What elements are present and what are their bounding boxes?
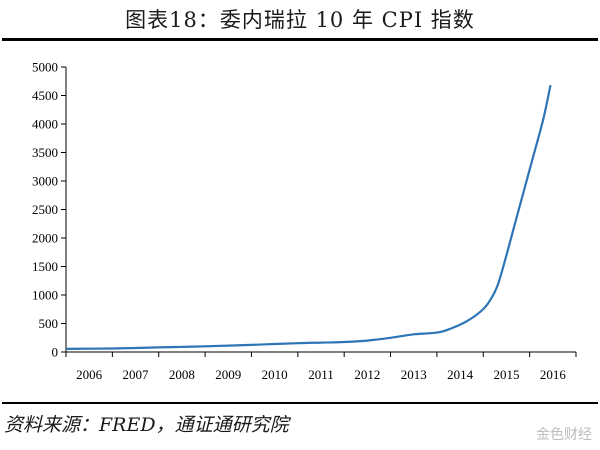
y-tick-label: 3500 — [32, 145, 58, 160]
y-tick-label: 0 — [52, 345, 59, 360]
x-tick-label: 2007 — [123, 367, 150, 382]
x-tick-label: 2013 — [401, 367, 427, 382]
x-tick-label: 2016 — [540, 367, 567, 382]
watermark: 金色财经 — [536, 427, 592, 443]
x-tick-label: 2008 — [169, 367, 195, 382]
y-tick-label: 2000 — [32, 231, 58, 246]
y-tick-label: 2500 — [32, 202, 58, 217]
x-tick-label: 2014 — [447, 367, 474, 382]
y-tick-label: 4500 — [32, 88, 58, 103]
x-tick-label: 2009 — [215, 367, 241, 382]
cpi-series-line — [65, 84, 552, 350]
x-tick-label: 2011 — [308, 367, 334, 382]
x-tick-label: 2015 — [493, 367, 519, 382]
y-tick-label: 5000 — [32, 60, 58, 75]
y-tick-label: 500 — [39, 316, 59, 331]
x-tick-label: 2012 — [354, 367, 380, 382]
cpi-line-chart: 0 500 1000 1500 2000 2500 3000 3500 4000 4500 5000… — [32, 60, 577, 382]
y-tick-label: 1000 — [32, 288, 58, 303]
x-tick-label: 2006 — [76, 367, 103, 382]
title-divider — [2, 38, 598, 41]
y-tick-label: 3000 — [32, 174, 58, 189]
x-tick-label: 2010 — [262, 367, 288, 382]
source-divider — [2, 402, 598, 404]
y-tick-label: 1500 — [32, 259, 58, 274]
chart-title: 图表18：委内瑞拉 10 年 CPI 指数 — [125, 8, 475, 32]
source-note: 资料来源：FRED，通证通研究院 — [4, 414, 289, 436]
y-tick-label: 4000 — [32, 117, 58, 132]
